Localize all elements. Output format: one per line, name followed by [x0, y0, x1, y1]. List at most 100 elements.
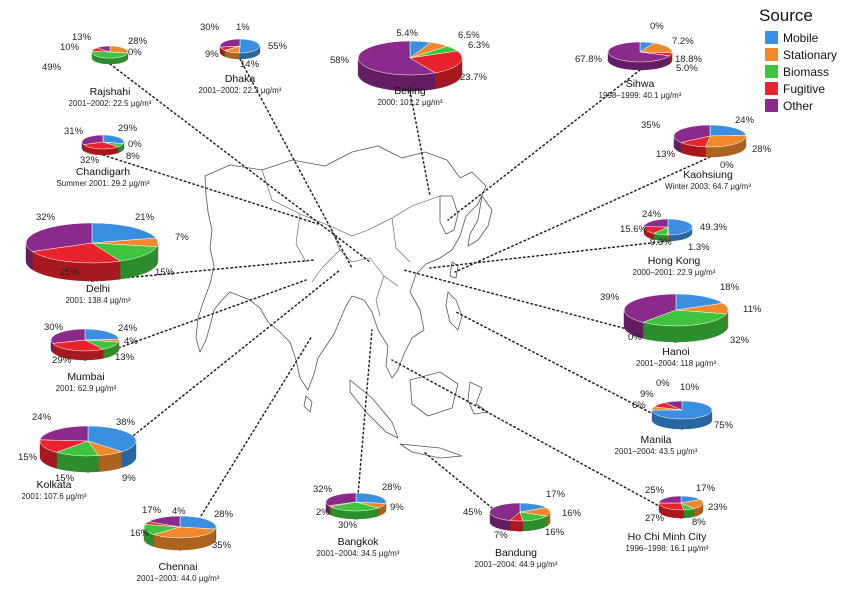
pct-label-bangkok-biomass: 30%	[338, 520, 358, 531]
coastline-korea	[439, 195, 459, 235]
city-name-manila: Manila	[641, 434, 672, 446]
pct-label-kolkata-mobile: 38%	[116, 417, 136, 428]
pie-slice-chandigarh-fugitive	[82, 141, 120, 150]
pie-slice-chandigarh-other	[81, 134, 104, 145]
pct-label-chandigarh-mobile: 29%	[118, 123, 138, 134]
pct-label-sihwa-biomass: 0%	[650, 21, 664, 32]
leader-line-rajshahi	[109, 63, 371, 263]
pie-slice-delhi-biomass	[91, 242, 158, 262]
asia-basemap	[195, 145, 493, 459]
pct-label-kaohsiung-other: 35%	[641, 120, 661, 131]
pct-label-hanoi-other: 39%	[600, 292, 620, 303]
pct-label-kolkata-biomass: 15%	[55, 473, 75, 484]
city-info-dhaka: 2001–2002: 22.3 μg/m³	[199, 86, 282, 95]
pct-label-manila-biomass: 0%	[656, 378, 670, 389]
city-info-rajshahi: 2001–2002: 22.5 μg/m³	[69, 99, 152, 108]
legend-label-other: Other	[783, 98, 814, 113]
pct-label-bandung-biomass: 16%	[545, 527, 565, 538]
pie-slice-mumbai-fugitive	[52, 339, 104, 352]
coastline-sri-lanka	[303, 395, 313, 413]
pct-label-beijing-stationary: 6.3%	[468, 40, 490, 51]
city-info-chandigarh: Summer 2001: 29.2 μg/m³	[56, 179, 149, 188]
legend-item-other: Other	[765, 97, 845, 114]
pie-slice-dhaka-other	[219, 38, 241, 48]
pct-label-kolkata-fugitive: 15%	[18, 452, 38, 463]
pct-label-kaohsiung-biomass: 0%	[720, 160, 734, 171]
city-info-hong-kong: 2000–2001: 22.9 μg/m³	[633, 268, 716, 277]
coastline-philippines	[445, 291, 463, 331]
pie-slice-manila-mobile	[651, 400, 713, 420]
pie-slice-beijing-other	[357, 40, 436, 76]
pct-label-rajshahi-stationary: 28%	[128, 36, 148, 47]
pct-label-beijing-mobile: 6.5%	[458, 30, 480, 41]
legend-label-stationary: Stationary	[783, 47, 838, 62]
city-name-hanoi: Hanoi	[662, 346, 689, 358]
city-info-hanoi: 2001–2004: 118 μg/m³	[636, 359, 716, 368]
pct-label-bandung-stationary: 16%	[562, 508, 582, 519]
pie-slice-chennai-stationary	[152, 526, 216, 539]
pct-label-chennai-mobile: 28%	[214, 509, 234, 520]
legend: Source Mobile Stationary Biomass Fugitiv…	[745, 6, 845, 114]
leader-line-chennai	[179, 335, 313, 551]
city-info-manila: 2001–2004: 43.5 μg/m³	[615, 447, 698, 456]
legend-swatch-fugitive	[765, 82, 778, 95]
pct-label-manila-mobile: 75%	[714, 420, 734, 431]
leader-line-chandigarh	[102, 154, 319, 225]
pie-slice-kolkata-mobile	[87, 425, 137, 452]
pct-label-chennai-fugitive: 4%	[172, 506, 186, 517]
city-name-beijing: Beijing	[394, 85, 426, 97]
pct-label-rajshahi-biomass: 49%	[42, 62, 62, 73]
pct-label-hanoi-stationary: 11%	[743, 304, 762, 315]
pct-label-chandigarh-biomass: 8%	[126, 151, 140, 162]
pct-label-ho-chi-minh-city-mobile: 17%	[696, 483, 716, 494]
coastline-mainland	[195, 145, 487, 391]
pie-slice-beijing-fugitive	[409, 50, 463, 74]
pie-slice-rajshahi-other	[96, 45, 111, 53]
city-info-beijing: 2000: 101.2 μg/m³	[377, 98, 442, 107]
pct-label-manila-other: 10%	[680, 382, 700, 393]
pie-slice-kaohsiung-stationary	[705, 135, 747, 148]
pct-label-kaohsiung-fugitive: 13%	[656, 149, 676, 160]
leader-line-bangkok	[355, 329, 373, 520]
pct-label-delhi-other: 32%	[36, 212, 56, 223]
city-name-mumbai: Mumbai	[67, 371, 104, 383]
pct-label-sihwa-stationary: 18.8%	[675, 54, 702, 65]
legend-swatch-biomass	[765, 65, 778, 78]
pct-label-bangkok-fugitive: 2%	[316, 507, 330, 518]
pct-label-kaohsiung-mobile: 24%	[735, 115, 755, 126]
pct-label-sihwa-fugitive: 5.0%	[676, 63, 698, 74]
legend-item-stationary: Stationary	[765, 46, 845, 63]
coastline-java	[399, 443, 463, 459]
leader-line-beijing	[409, 90, 431, 197]
pct-label-bangkok-other: 32%	[313, 484, 333, 495]
pct-label-hanoi-mobile: 18%	[720, 282, 740, 293]
legend-item-fugitive: Fugitive	[765, 80, 845, 97]
pct-label-dhaka-biomass: 1%	[236, 22, 250, 33]
pct-label-bandung-other: 45%	[463, 507, 483, 518]
city-name-bangkok: Bangkok	[338, 536, 380, 548]
pct-label-rajshahi-fugitive: 10%	[60, 42, 80, 53]
leader-line-ho-chi-minh-city	[391, 359, 682, 519]
pct-label-chandigarh-stationary: 0%	[128, 139, 142, 150]
legend-item-mobile: Mobile	[765, 29, 845, 46]
pct-label-hong-kong-mobile: 49.3%	[700, 222, 727, 233]
pie-slice-delhi-fugitive	[31, 242, 121, 264]
leader-lines	[84, 58, 711, 551]
pct-label-mumbai-biomass: 13%	[115, 352, 135, 363]
pct-label-mumbai-other: 30%	[44, 322, 64, 333]
city-info-bangkok: 2001–2004: 34.5 μg/m³	[317, 549, 400, 558]
legend-swatch-other	[765, 99, 778, 112]
pct-label-bangkok-stationary: 9%	[390, 502, 404, 513]
pie-slice-hong-kong-other	[643, 218, 669, 228]
legend-swatch-mobile	[765, 31, 778, 44]
pie-slice-bangkok-biomass	[329, 501, 380, 512]
pie-side-bandung-fugitive	[509, 520, 523, 532]
city-info-kaohsiung: Winter 2003: 64.7 μg/m³	[665, 182, 751, 191]
pie-slice-kaohsiung-mobile	[709, 124, 747, 137]
pie-slice-hanoi-biomass	[642, 309, 727, 327]
